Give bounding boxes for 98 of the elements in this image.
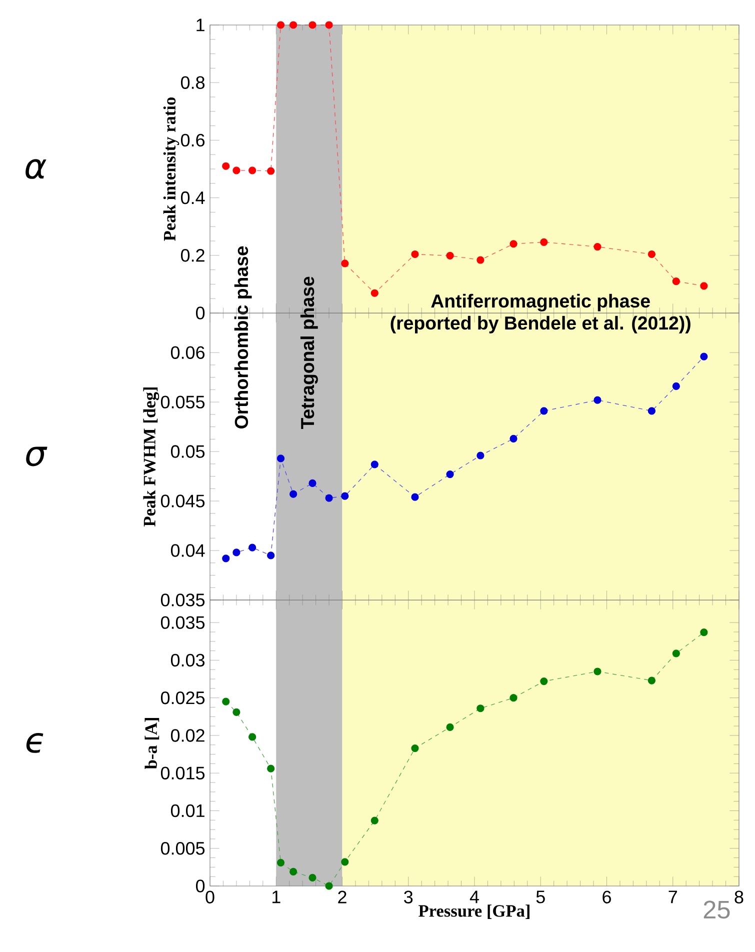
point xyxy=(370,816,378,824)
point xyxy=(411,744,419,752)
y-tick-label: 0.2 xyxy=(180,249,204,262)
y-axis-title: Peak intensity ratio xyxy=(163,97,180,241)
y-tick-label: 0.035 xyxy=(160,616,205,629)
text: σ xyxy=(26,446,48,466)
point xyxy=(276,21,285,29)
point xyxy=(648,676,656,684)
x-tick-label: 2 xyxy=(338,890,346,904)
point xyxy=(308,874,316,882)
point xyxy=(248,733,256,741)
point xyxy=(510,694,518,702)
y-axis-title: Peak FWHM [deg] xyxy=(143,387,160,526)
y-tick-label: 0.4 xyxy=(180,191,205,204)
y-tick-label: 0 xyxy=(196,880,205,892)
point xyxy=(510,434,518,442)
point xyxy=(370,289,378,297)
y-tick-label: 0.6 xyxy=(180,134,204,147)
point xyxy=(308,21,316,29)
point xyxy=(341,492,349,500)
x-tick-label: 5 xyxy=(536,890,545,904)
y-tick-label: 0.05 xyxy=(170,445,205,458)
point xyxy=(672,650,680,658)
point xyxy=(594,242,602,251)
point xyxy=(700,352,708,360)
point xyxy=(232,708,240,716)
point xyxy=(232,548,240,556)
point xyxy=(222,698,230,706)
point xyxy=(341,858,349,866)
x-tick-label: 4 xyxy=(470,890,479,904)
point xyxy=(276,454,285,462)
point xyxy=(700,282,708,290)
text: α xyxy=(26,159,46,179)
x-axis-title: Pressure [GPa] xyxy=(418,904,530,919)
point xyxy=(672,278,680,286)
y-tick-label: 0 xyxy=(196,306,205,320)
point xyxy=(446,723,454,731)
point xyxy=(446,470,454,478)
point xyxy=(325,494,333,502)
y-tick-label: 0.06 xyxy=(170,346,204,359)
y-tick-label: 0.015 xyxy=(160,766,205,780)
x-tick-label: 1 xyxy=(272,890,280,904)
point xyxy=(411,493,419,501)
point xyxy=(594,396,602,404)
point xyxy=(248,544,256,552)
y-tick-label: 0.8 xyxy=(180,76,204,89)
point xyxy=(648,407,656,415)
x-tick-label: 0 xyxy=(206,890,214,904)
text: ϵ xyxy=(26,733,44,753)
point xyxy=(594,668,602,676)
point xyxy=(308,479,316,488)
y-tick-label: 0.035 xyxy=(160,594,205,606)
point xyxy=(290,868,298,876)
point xyxy=(290,21,298,29)
y-tick-label: 0.04 xyxy=(170,544,205,557)
point xyxy=(476,704,484,712)
point xyxy=(648,250,656,258)
band-label: Orthorhombic phase xyxy=(234,246,252,428)
point xyxy=(267,764,275,772)
point xyxy=(325,21,333,29)
point xyxy=(276,858,285,866)
y-axis-title: b-a [A] xyxy=(144,718,160,769)
point xyxy=(267,167,275,175)
band-label: Antiferromagnetic phase xyxy=(431,294,650,312)
point xyxy=(411,250,419,258)
x-tick-label: 6 xyxy=(602,890,611,904)
y-tick-label: 1 xyxy=(196,18,204,32)
y-tick-label: 0.045 xyxy=(160,494,205,508)
text: 25 xyxy=(704,900,730,919)
y-tick-label: 0.03 xyxy=(170,654,204,667)
y-tick-label: 0.055 xyxy=(160,396,205,408)
y-tick-label: 0.01 xyxy=(170,804,204,818)
annotation: (reported by Bendele et al. (2012)) xyxy=(390,316,690,334)
point xyxy=(540,238,548,246)
point xyxy=(290,490,298,498)
x-tick-label: 3 xyxy=(404,890,413,904)
point xyxy=(446,252,454,260)
y-tick-label: 0.02 xyxy=(170,729,204,742)
point xyxy=(325,882,333,890)
point xyxy=(267,552,275,560)
point xyxy=(232,166,240,174)
x-tick-label: 7 xyxy=(668,890,677,904)
y-tick-label: 0.005 xyxy=(160,842,205,855)
point xyxy=(248,166,256,174)
point xyxy=(222,554,230,562)
point xyxy=(370,460,378,468)
point xyxy=(700,628,708,636)
band-label: Tetragonal phase xyxy=(300,276,318,430)
point xyxy=(510,240,518,248)
point xyxy=(476,256,484,264)
point xyxy=(341,260,349,268)
y-tick-label: 0.025 xyxy=(160,691,205,704)
point xyxy=(540,677,548,686)
point xyxy=(476,452,484,460)
point xyxy=(540,407,548,415)
x-tick-label: 8 xyxy=(734,890,744,904)
point xyxy=(222,162,230,170)
point xyxy=(672,382,680,390)
